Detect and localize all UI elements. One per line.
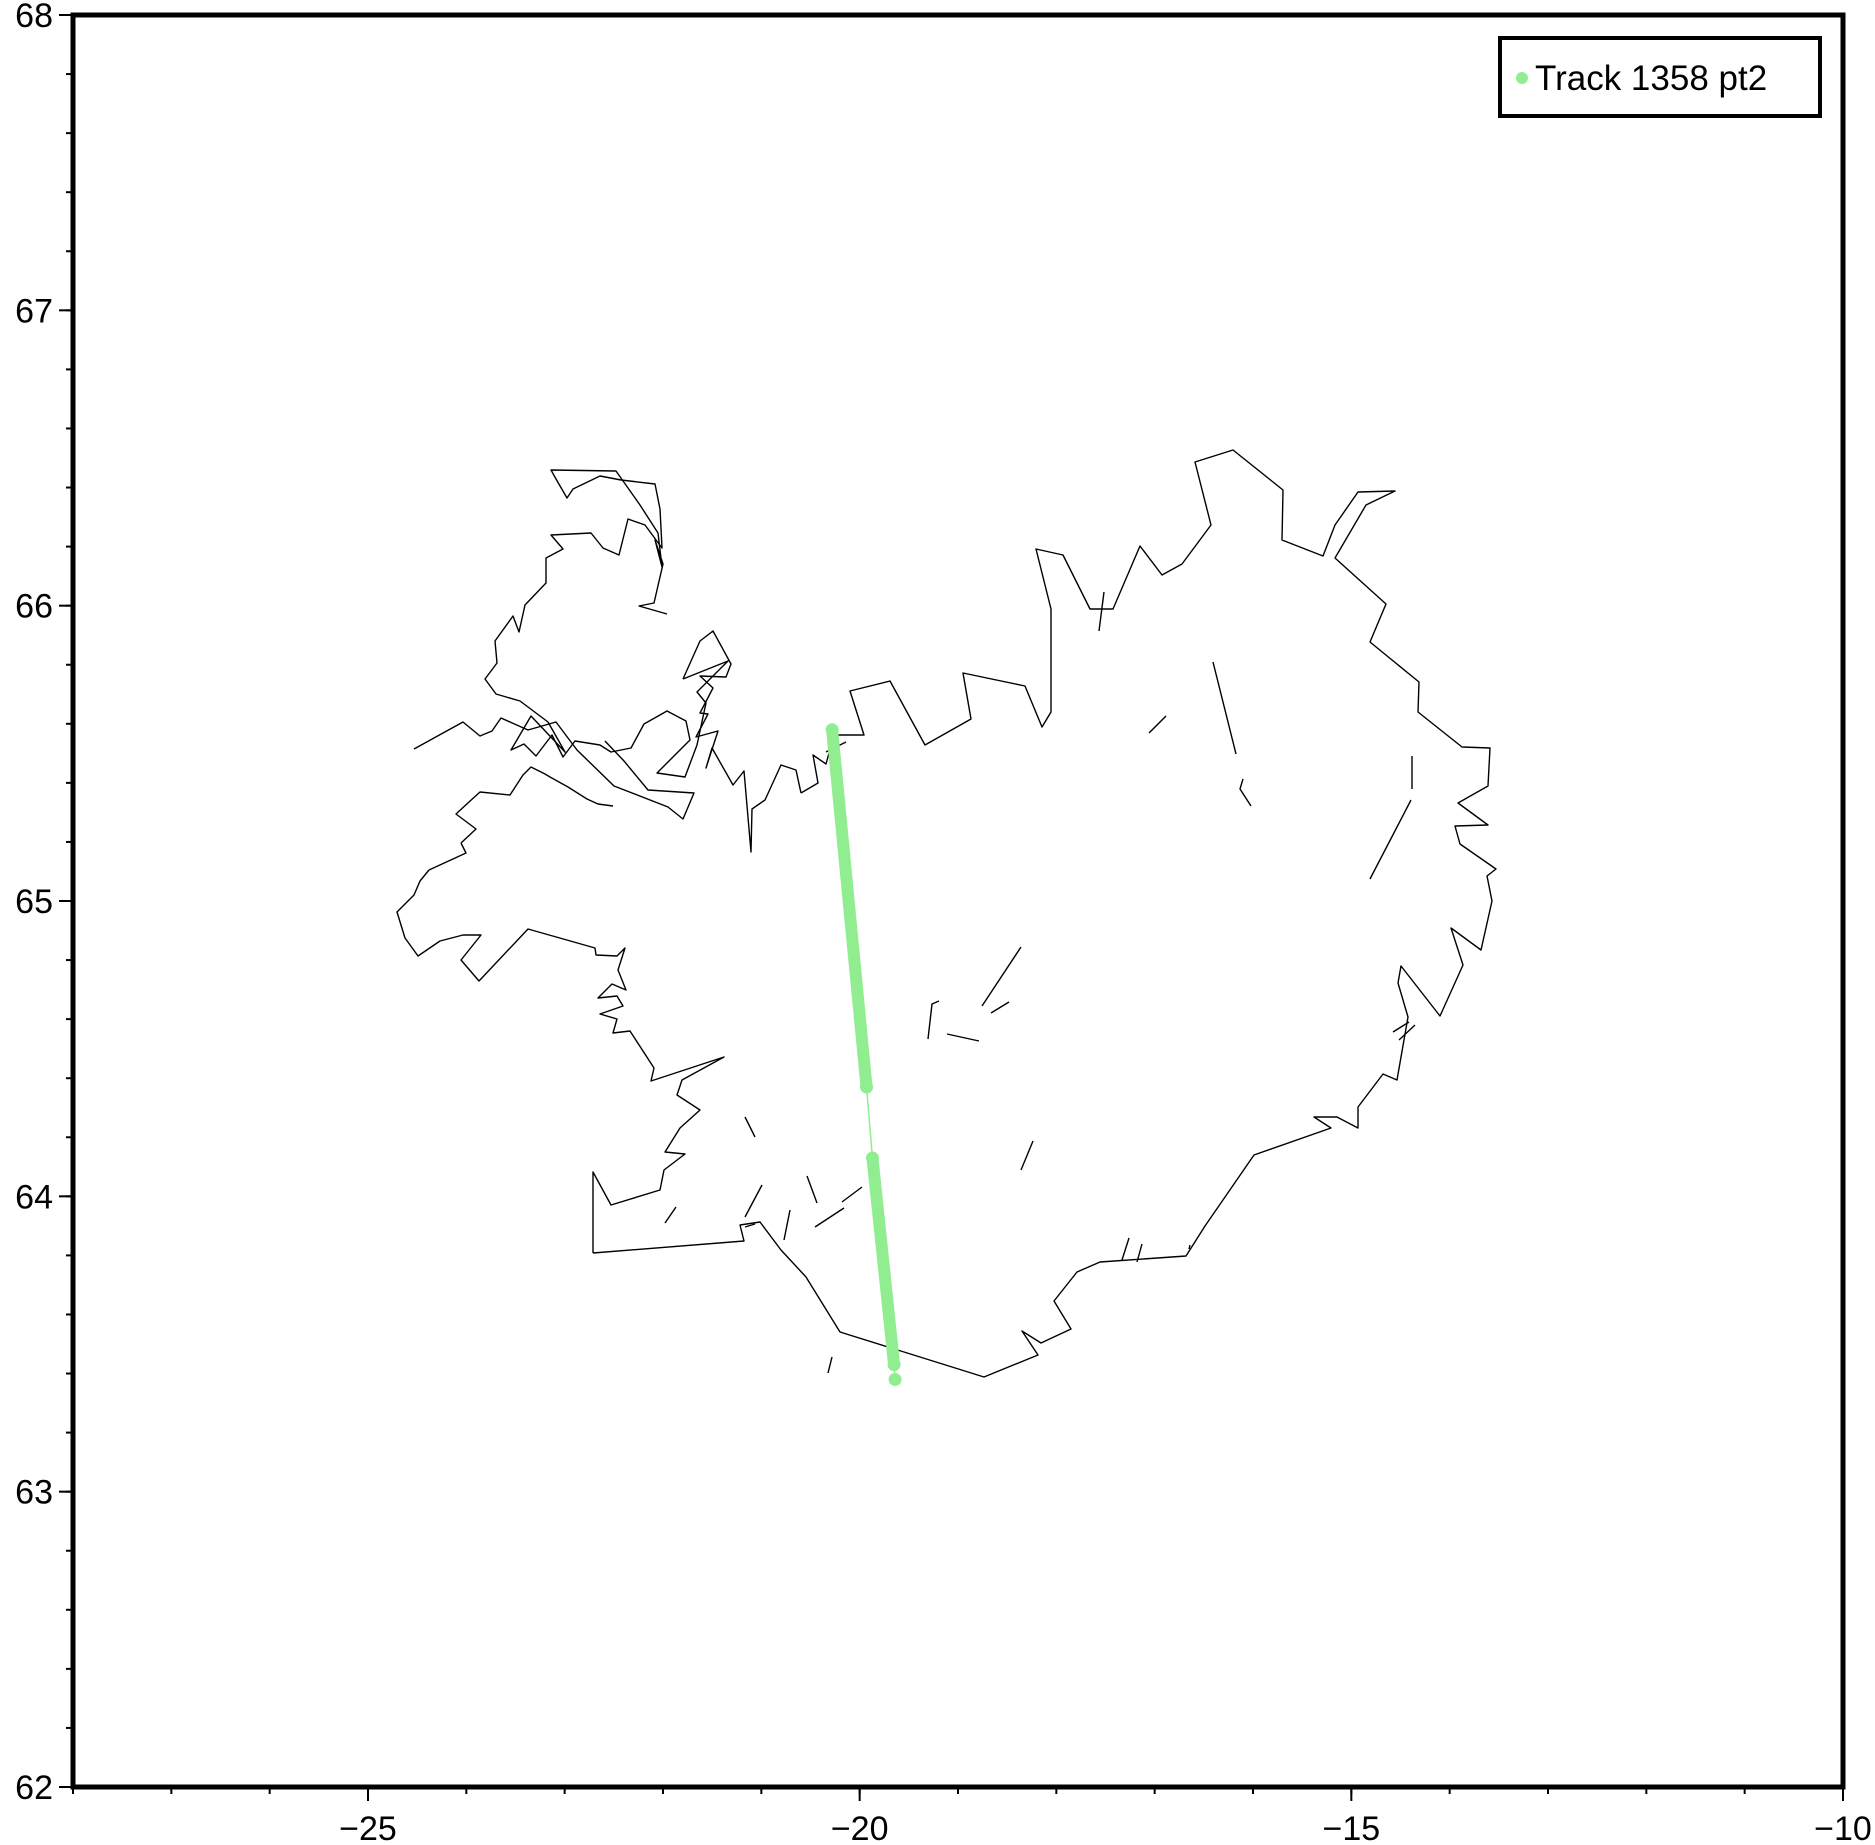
coastline-segment-6: [396, 842, 725, 1253]
coastline-fragment-14: [1121, 1237, 1130, 1261]
coastline-fragment-17: [664, 1206, 677, 1224]
map-frame: [70, 12, 1846, 1790]
y-tick-label: 67: [15, 292, 53, 330]
coastline-fragment-2: [1148, 715, 1167, 734]
track-point-4: [887, 1358, 901, 1372]
coastline-fragment-13: [1020, 1140, 1034, 1171]
y-tick-label: 65: [15, 883, 53, 921]
coastline-segment-3: [484, 479, 729, 778]
track-point-1: [825, 723, 839, 737]
coastline-segment-7: [455, 766, 614, 844]
coastline-fragment-26: [841, 1186, 863, 1203]
x-tick-label: −25: [339, 1810, 397, 1845]
coastline-fragment-3: [1212, 661, 1237, 755]
y-tick-label: 66: [15, 588, 53, 626]
legend-box: [1498, 36, 1822, 118]
coastline-fragment-7: [1392, 1021, 1410, 1033]
coastline-fragment-20: [827, 1356, 833, 1374]
iceland-shore: [396, 449, 1497, 1378]
coastline-segment-5: [413, 717, 695, 820]
coastline-fragment-1: [1098, 591, 1105, 632]
coastline-fragment-11: [927, 1000, 940, 1040]
coastline-segment-4: [550, 469, 668, 615]
legend-label: Track 1358 pt2: [1535, 59, 1767, 98]
track-point-5: [888, 1372, 902, 1386]
track-point-3: [865, 1151, 879, 1165]
track-1358-pt2: [825, 723, 902, 1386]
x-tick-label: −15: [1322, 1810, 1380, 1845]
coastline-fragment-4: [1239, 778, 1252, 807]
coastline-fragment-8: [1398, 1024, 1416, 1041]
coastline-fragment-21: [744, 1223, 756, 1228]
track-segment-1: [826, 723, 873, 1094]
coastline-fragment-25: [814, 1207, 845, 1228]
coastline-fragment-6: [1369, 799, 1412, 880]
coastline-segment-2: [682, 630, 802, 853]
x-tick-label: −10: [1814, 1810, 1872, 1845]
legend: Track 1358 pt2: [1498, 36, 1822, 118]
x-tick-label: −20: [831, 1810, 889, 1845]
coastline-fragment-19: [806, 1175, 818, 1204]
y-tick-label: 64: [15, 1178, 53, 1216]
track-point-2: [860, 1080, 874, 1094]
coastline-fragment-10: [981, 946, 1022, 1007]
y-tick-label: 63: [15, 1474, 53, 1512]
coastline-fragment-24: [783, 1209, 791, 1241]
coastline-fragment-9: [946, 1033, 980, 1042]
coastline-fragment-12: [990, 1001, 1010, 1014]
coastline-fragment-18: [744, 1116, 756, 1138]
y-tick-label: 62: [15, 1769, 53, 1807]
coastline-fragment-15: [1136, 1243, 1143, 1263]
coastline-fragment-23: [744, 1184, 763, 1218]
y-tick-label: 68: [15, 0, 53, 35]
legend-symbol-circle: [1516, 72, 1528, 84]
axes: −25 −20 −15 −10 62 63 64 65 66 67 68: [15, 0, 1872, 1845]
track-segment-2: [866, 1151, 901, 1371]
coastline-fragment-16: [1188, 1244, 1191, 1250]
coastline-segment-1: [592, 449, 1497, 1378]
